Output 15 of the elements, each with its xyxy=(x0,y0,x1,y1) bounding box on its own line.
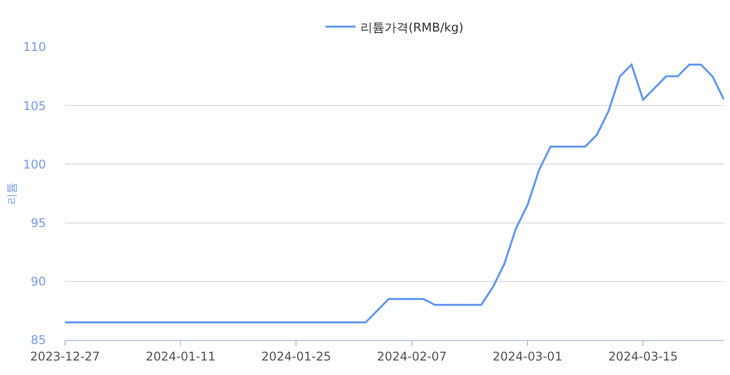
y-tick-label: 105 xyxy=(23,98,46,113)
x-tick-label: 2023-12-27 xyxy=(30,349,100,364)
x-tick-label: 2024-01-25 xyxy=(261,349,332,364)
x-tick-label: 2024-03-15 xyxy=(608,349,678,364)
x-tick-label: 2024-03-01 xyxy=(492,349,562,364)
y-tick-label: 95 xyxy=(30,216,46,230)
legend-label: 리튬가격(RMB/kg) xyxy=(360,20,464,34)
line-series xyxy=(65,64,724,324)
x-tick-label: 2024-02-07 xyxy=(376,349,447,364)
x-tick-label: 2024-01-11 xyxy=(146,349,216,364)
y-axis-title: 리튬 xyxy=(6,182,19,204)
y-tick-label: 100 xyxy=(23,157,46,172)
y-tick-label: 110 xyxy=(23,40,46,54)
y-tick-label: 85 xyxy=(30,333,46,348)
y-tick-label: 90 xyxy=(30,274,46,289)
